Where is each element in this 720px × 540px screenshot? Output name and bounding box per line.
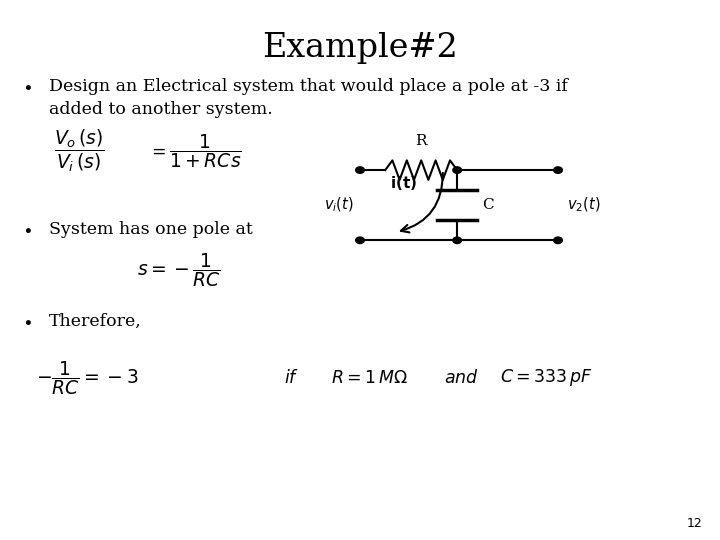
Text: $v_2\mathit{(t)}$: $v_2\mathit{(t)}$ [567, 196, 600, 214]
Text: 12: 12 [686, 517, 702, 530]
Text: $\mathbf{i(t)}$: $\mathbf{i(t)}$ [390, 174, 417, 192]
Text: $\bullet$: $\bullet$ [22, 78, 32, 95]
Circle shape [453, 167, 462, 173]
Text: $s = -\dfrac{1}{RC}$: $s = -\dfrac{1}{RC}$ [137, 251, 221, 289]
Circle shape [554, 167, 562, 173]
Circle shape [453, 237, 462, 244]
Text: $\bullet$: $\bullet$ [22, 313, 32, 330]
Text: $C = 333\,pF$: $C = 333\,pF$ [500, 368, 593, 388]
Text: added to another system.: added to another system. [49, 101, 273, 118]
Text: Therefore,: Therefore, [49, 313, 142, 330]
Text: $\bullet$: $\bullet$ [22, 221, 32, 238]
Text: Example#2: Example#2 [262, 32, 458, 64]
Text: $\mathit{and}$: $\mathit{and}$ [444, 369, 479, 387]
Text: System has one pole at: System has one pole at [49, 221, 253, 238]
Text: Design an Electrical system that would place a pole at -3 if: Design an Electrical system that would p… [49, 78, 568, 95]
Text: R: R [415, 134, 427, 149]
Text: C: C [482, 198, 494, 212]
Circle shape [356, 237, 364, 244]
Text: $R = 1\,M\Omega$: $R = 1\,M\Omega$ [331, 369, 408, 387]
Text: $-\dfrac{1}{RC} = -3$: $-\dfrac{1}{RC} = -3$ [36, 359, 138, 397]
Text: $\dfrac{1}{1 + RCs}$: $\dfrac{1}{1 + RCs}$ [169, 132, 242, 170]
Text: $\dfrac{V_o\,(s)}{V_i\,(s)}$: $\dfrac{V_o\,(s)}{V_i\,(s)}$ [54, 128, 105, 174]
Text: $\mathit{if}$: $\mathit{if}$ [284, 369, 300, 387]
Text: $v_i\mathit{( t)}$: $v_i\mathit{( t)}$ [325, 196, 354, 214]
Circle shape [554, 237, 562, 244]
Circle shape [356, 167, 364, 173]
FancyArrowPatch shape [401, 173, 443, 232]
Text: $=$: $=$ [148, 142, 166, 160]
